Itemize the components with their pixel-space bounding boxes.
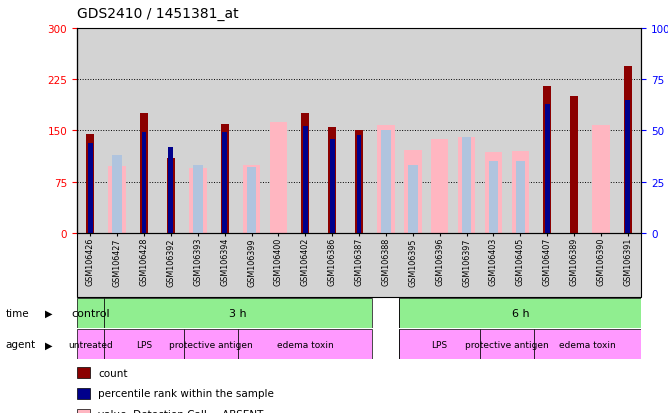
Bar — [108, 166, 126, 233]
Bar — [112, 156, 122, 233]
Bar — [485, 153, 502, 233]
Bar — [593, 126, 610, 233]
Text: agent: agent — [5, 339, 35, 349]
Bar — [624, 66, 632, 233]
Bar — [543, 87, 551, 233]
Bar — [625, 100, 631, 233]
Text: value, Detection Call = ABSENT: value, Detection Call = ABSENT — [98, 409, 264, 413]
Bar — [377, 126, 395, 233]
Bar — [408, 166, 418, 233]
Bar — [355, 131, 363, 233]
Text: edema toxin: edema toxin — [559, 340, 616, 349]
Text: ▶: ▶ — [45, 309, 53, 318]
Bar — [167, 158, 175, 233]
Bar — [142, 133, 146, 233]
Bar — [512, 152, 529, 233]
Text: GDS2410 / 1451381_at: GDS2410 / 1451381_at — [77, 7, 238, 21]
Bar — [246, 168, 257, 233]
Bar — [373, 330, 399, 359]
Text: ▶: ▶ — [45, 339, 53, 349]
Text: count: count — [98, 368, 128, 378]
Bar — [404, 150, 422, 233]
Bar — [222, 133, 227, 233]
Text: LPS: LPS — [136, 340, 152, 349]
Bar — [330, 139, 335, 233]
Text: time: time — [5, 309, 29, 318]
Bar — [516, 162, 525, 233]
Bar — [570, 97, 578, 233]
Text: LPS: LPS — [432, 340, 448, 349]
Text: percentile rank within the sample: percentile rank within the sample — [98, 388, 274, 399]
Bar — [301, 114, 309, 233]
Bar — [462, 137, 472, 233]
Bar — [458, 138, 476, 233]
Bar — [545, 104, 550, 233]
Bar — [86, 135, 94, 233]
Bar — [168, 147, 173, 233]
Text: protective antigen: protective antigen — [465, 340, 548, 349]
Bar — [77, 330, 104, 359]
Text: edema toxin: edema toxin — [277, 340, 334, 349]
Bar — [328, 128, 336, 233]
Bar — [270, 122, 287, 233]
Text: protective antigen: protective antigen — [170, 340, 253, 349]
Bar — [488, 162, 498, 233]
Bar — [104, 330, 184, 359]
Text: 3 h: 3 h — [229, 309, 247, 318]
Bar — [357, 135, 361, 233]
Bar — [373, 299, 399, 328]
Bar — [140, 114, 148, 233]
Bar — [193, 166, 202, 233]
Bar — [534, 330, 641, 359]
Bar — [480, 330, 534, 359]
Bar — [381, 131, 391, 233]
Bar — [399, 330, 480, 359]
Bar — [77, 299, 104, 328]
Bar — [431, 139, 448, 233]
Bar — [88, 143, 93, 233]
Bar — [238, 330, 373, 359]
Text: 6 h: 6 h — [512, 309, 529, 318]
Bar — [104, 299, 373, 328]
Bar — [399, 299, 641, 328]
Text: untreated: untreated — [68, 340, 113, 349]
Bar — [303, 127, 308, 233]
Text: control: control — [71, 309, 110, 318]
Bar — [184, 330, 238, 359]
Bar — [220, 124, 228, 233]
Bar — [189, 169, 206, 233]
Bar — [242, 165, 261, 233]
